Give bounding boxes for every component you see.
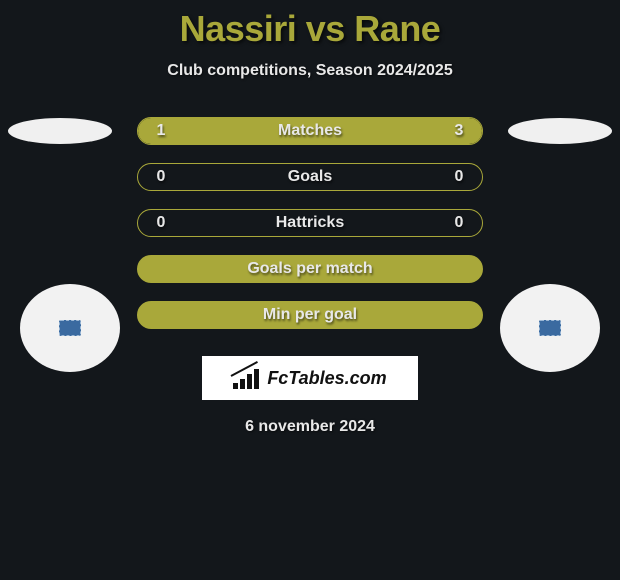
stat-label: Goals per match	[247, 260, 372, 278]
stat-row-mpg: Min per goal	[0, 292, 620, 338]
stat-bar: 0 Hattricks 0	[137, 209, 483, 237]
stat-bar: Min per goal	[137, 301, 483, 329]
stat-label: Hattricks	[276, 214, 344, 232]
stat-right-value: 3	[450, 122, 468, 140]
fill-left	[138, 118, 224, 144]
logo-ellipse-left	[8, 118, 112, 144]
stat-row-goals: 0 Goals 0	[0, 154, 620, 200]
stat-bar: Goals per match	[137, 255, 483, 283]
logo-ellipse-right	[508, 118, 612, 144]
stat-label: Matches	[278, 122, 342, 140]
stat-bar: 0 Goals 0	[137, 163, 483, 191]
stat-label: Goals	[288, 168, 332, 186]
stat-row-hattricks: 0 Hattricks 0	[0, 200, 620, 246]
stat-right-value: 0	[450, 168, 468, 186]
page-title: Nassiri vs Rane	[0, 8, 620, 50]
stat-bar: 1 Matches 3	[137, 117, 483, 145]
generated-date: 6 november 2024	[0, 418, 620, 436]
brand-text: FcTables.com	[267, 368, 386, 389]
stat-right-value: 0	[450, 214, 468, 232]
stat-row-matches: 1 Matches 3	[0, 108, 620, 154]
stat-row-gpm: Goals per match	[0, 246, 620, 292]
stats-area: 1 Matches 3 0 Goals 0 0 Hattricks 0	[0, 108, 620, 338]
stat-left-value: 1	[152, 122, 170, 140]
subtitle: Club competitions, Season 2024/2025	[0, 62, 620, 80]
bar-chart-icon	[233, 367, 261, 389]
brand-badge: FcTables.com	[202, 356, 418, 400]
stat-label: Min per goal	[263, 306, 357, 324]
fill-right	[224, 118, 482, 144]
comparison-card: Nassiri vs Rane Club competitions, Seaso…	[0, 0, 620, 436]
stat-left-value: 0	[152, 168, 170, 186]
stat-left-value: 0	[152, 214, 170, 232]
